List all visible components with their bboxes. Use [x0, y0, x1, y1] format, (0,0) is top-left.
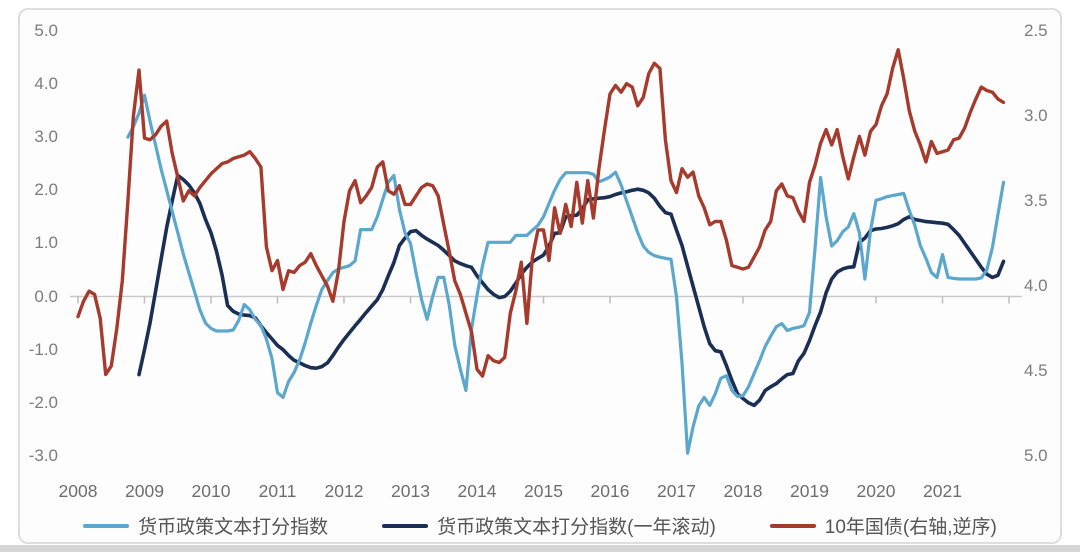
chart-lines	[76, 48, 1006, 455]
x-axis-year-label: 2021	[923, 481, 962, 501]
x-axis-year-label: 2015	[524, 481, 563, 501]
axis-tick-label: 4.5	[1024, 361, 1048, 380]
legend-line-navy-icon	[382, 523, 429, 528]
axis-tick-label: -2.0	[28, 393, 58, 412]
x-axis-year-label: 2018	[723, 481, 763, 501]
legend-label-rolling-index: 货币政策文本打分指数(一年滚动)	[437, 517, 716, 538]
axis-tick-label: 1.0	[34, 233, 58, 252]
x-axis-zero-line	[70, 295, 1022, 304]
axis-tick-label: 2.0	[34, 180, 58, 199]
legend-item-rolling-index: 货币政策文本打分指数(一年滚动)	[382, 512, 716, 539]
axis-tick-label: 5.0	[1024, 446, 1048, 465]
legend-item-score-index: 货币政策文本打分指数	[83, 512, 328, 539]
axis-tick-label: 4.0	[34, 74, 58, 93]
axis-tick-label: 5.0	[34, 21, 58, 40]
legend-line-red-icon	[769, 523, 816, 528]
axis-tick-label: -1.0	[28, 340, 58, 359]
legend-item-treasury: 10年国债(右轴,逆序)	[769, 512, 997, 539]
axis-tick-label: -3.0	[28, 446, 58, 465]
legend-line-blue-icon	[83, 523, 130, 528]
axis-tick-label: 2.5	[1024, 21, 1048, 40]
x-axis-year-label: 2011	[258, 481, 297, 501]
series-line-2	[76, 48, 1006, 378]
axis-tick-label: 4.0	[1024, 276, 1048, 295]
x-axis-year-label: 2009	[125, 481, 164, 501]
legend-label-score-index: 货币政策文本打分指数	[138, 517, 329, 538]
chart-card	[18, 8, 1062, 544]
x-axis-year-label: 2017	[657, 481, 696, 501]
x-axis-year-label: 2014	[457, 481, 497, 501]
x-axis-year-label: 2008	[58, 481, 98, 501]
series-line-0	[126, 93, 1006, 455]
x-axis-year-label: 2016	[590, 481, 630, 501]
x-axis-year-label: 2012	[324, 481, 364, 501]
chart-legend: 货币政策文本打分指数 货币政策文本打分指数(一年滚动) 10年国债(右轴,逆序)	[18, 512, 1062, 539]
legend-label-treasury: 10年国债(右轴,逆序)	[824, 517, 997, 538]
axis-tick-label: 0.0	[34, 287, 58, 306]
x-axis-year-label: 2020	[856, 481, 896, 501]
axis-tick-label: 3.0	[1024, 106, 1048, 125]
axis-tick-label: 3.5	[1024, 191, 1048, 210]
axis-tick-label: 3.0	[34, 127, 58, 146]
x-axis-year-label: 2010	[191, 481, 231, 501]
x-axis-year-label: 2013	[391, 481, 430, 501]
x-axis-year-label: 2019	[790, 481, 829, 501]
page-bottom-strip	[0, 545, 1080, 552]
